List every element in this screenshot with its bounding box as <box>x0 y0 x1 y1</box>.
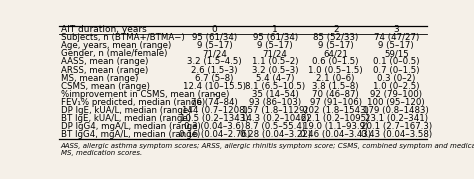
Text: 0: 0 <box>211 25 218 34</box>
Text: 2: 2 <box>333 25 338 34</box>
Text: %improvement in CSMS, mean (range): %improvement in CSMS, mean (range) <box>61 90 229 99</box>
Text: 0.43 (0.04–3.58): 0.43 (0.04–3.58) <box>361 130 432 139</box>
Text: 8.7 (0.5–55.4): 8.7 (0.5–55.4) <box>245 122 305 131</box>
Text: 35 (14–54): 35 (14–54) <box>252 90 299 99</box>
Text: 14.3 (0.2–1046): 14.3 (0.2–1046) <box>241 114 310 123</box>
Text: 157 (1.8–1129): 157 (1.8–1129) <box>242 106 308 115</box>
Text: 71/24: 71/24 <box>263 49 288 58</box>
Text: 0.28 (0.04–3.22): 0.28 (0.04–3.22) <box>239 130 310 139</box>
Text: 6.7 (5–8): 6.7 (5–8) <box>195 74 234 83</box>
Text: AASS, allergic asthma symptom scores; ARSS, allergic rhinitis symptom score; CSM: AASS, allergic asthma symptom scores; AR… <box>61 143 474 156</box>
Text: 23.1 (0.2–341): 23.1 (0.2–341) <box>365 114 428 123</box>
Text: CSMS, mean (range): CSMS, mean (range) <box>61 82 150 91</box>
Text: 1: 1 <box>272 25 278 34</box>
Text: 64/21: 64/21 <box>323 49 348 58</box>
Text: Gender, n (male/female): Gender, n (male/female) <box>61 49 167 58</box>
Text: BT IgE, kUA/L, median (range): BT IgE, kUA/L, median (range) <box>61 114 191 123</box>
Text: 8.1 (6.5–10.5): 8.1 (6.5–10.5) <box>245 82 305 91</box>
Text: DP IgE, kUA/L, median (range): DP IgE, kUA/L, median (range) <box>61 106 191 115</box>
Text: 3.8 (1.5–8): 3.8 (1.5–8) <box>312 82 359 91</box>
Text: DP IgG4, mgA/L, median (range): DP IgG4, mgA/L, median (range) <box>61 122 201 131</box>
Text: 1.1 (0.5–2): 1.1 (0.5–2) <box>252 57 298 66</box>
Text: 3.2 (1.5–4.5): 3.2 (1.5–4.5) <box>187 57 242 66</box>
Text: MS, mean (range): MS, mean (range) <box>61 74 138 83</box>
Text: 0.3 (0–2): 0.3 (0–2) <box>377 74 416 83</box>
Text: 144 (0.7–1208): 144 (0.7–1208) <box>182 106 247 115</box>
Text: 85 (52/33): 85 (52/33) <box>313 33 358 42</box>
Text: FEV₁% predicted, median (range): FEV₁% predicted, median (range) <box>61 98 205 107</box>
Text: 95 (61/34): 95 (61/34) <box>253 33 298 42</box>
Text: BT IgG4, mgA/L, median (range): BT IgG4, mgA/L, median (range) <box>61 130 200 139</box>
Text: 95 (61/34): 95 (61/34) <box>192 33 237 42</box>
Text: 92 (79–100): 92 (79–100) <box>370 90 422 99</box>
Text: AASS, mean (range): AASS, mean (range) <box>61 57 148 66</box>
Text: 0.7 (0–1.5): 0.7 (0–1.5) <box>373 66 419 74</box>
Text: –: – <box>212 90 217 99</box>
Text: 93 (86–103): 93 (86–103) <box>249 98 301 107</box>
Text: 5.4 (4–7): 5.4 (4–7) <box>256 74 294 83</box>
Text: 12.4 (10–15.5): 12.4 (10–15.5) <box>183 82 246 91</box>
Text: 76 (74–84): 76 (74–84) <box>191 98 238 107</box>
Text: 179 (0.8–1483): 179 (0.8–1483) <box>364 106 429 115</box>
Text: 0.3 (0.04–3.6): 0.3 (0.04–3.6) <box>184 122 245 131</box>
Text: 1.0 (0.5–1.5): 1.0 (0.5–1.5) <box>309 66 363 74</box>
Text: 74 (47/27): 74 (47/27) <box>374 33 419 42</box>
Text: Age, years, mean (range): Age, years, mean (range) <box>61 41 171 50</box>
Text: 9 (5–17): 9 (5–17) <box>318 41 354 50</box>
Text: 0.6 (0–1.5): 0.6 (0–1.5) <box>312 57 359 66</box>
Text: 2.1 (0–6): 2.1 (0–6) <box>317 74 355 83</box>
Text: AIT duration, years: AIT duration, years <box>61 25 146 34</box>
Text: 71/24: 71/24 <box>202 49 227 58</box>
Text: 97 (91–106): 97 (91–106) <box>310 98 362 107</box>
Text: 0.16 (0.04–2.76): 0.16 (0.04–2.76) <box>179 130 250 139</box>
Text: 9 (5–17): 9 (5–17) <box>257 41 293 50</box>
Text: 1.0 (0–2.5): 1.0 (0–2.5) <box>373 82 419 91</box>
Text: 0.46 (0.04–3.43): 0.46 (0.04–3.43) <box>300 130 371 139</box>
Text: 3.2 (0.5–3): 3.2 (0.5–3) <box>252 66 298 74</box>
Text: 70 (46–87): 70 (46–87) <box>312 90 359 99</box>
Text: 19.0 (1.1–93.9): 19.0 (1.1–93.9) <box>303 122 368 131</box>
Text: 59/15: 59/15 <box>384 49 409 58</box>
Text: 100 (95–120): 100 (95–120) <box>367 98 425 107</box>
Text: 3: 3 <box>393 25 399 34</box>
Text: 9 (5–17): 9 (5–17) <box>197 41 232 50</box>
Text: 9 (5–17): 9 (5–17) <box>378 41 414 50</box>
Text: 20.1 (2.7–167.3): 20.1 (2.7–167.3) <box>361 122 432 131</box>
Text: 2.6 (1.5–3): 2.6 (1.5–3) <box>191 66 237 74</box>
Text: Subjects, n (BTMA+/BTMA−): Subjects, n (BTMA+/BTMA−) <box>61 33 184 42</box>
Text: 202 (1.8–1543): 202 (1.8–1543) <box>303 106 369 115</box>
Text: ARSS, mean (range): ARSS, mean (range) <box>61 66 148 74</box>
Text: 22.1 (0.2–1095): 22.1 (0.2–1095) <box>301 114 370 123</box>
Text: 0.1 (0–0.5): 0.1 (0–0.5) <box>373 57 419 66</box>
Text: 10.5 (0.2–1343): 10.5 (0.2–1343) <box>180 114 249 123</box>
